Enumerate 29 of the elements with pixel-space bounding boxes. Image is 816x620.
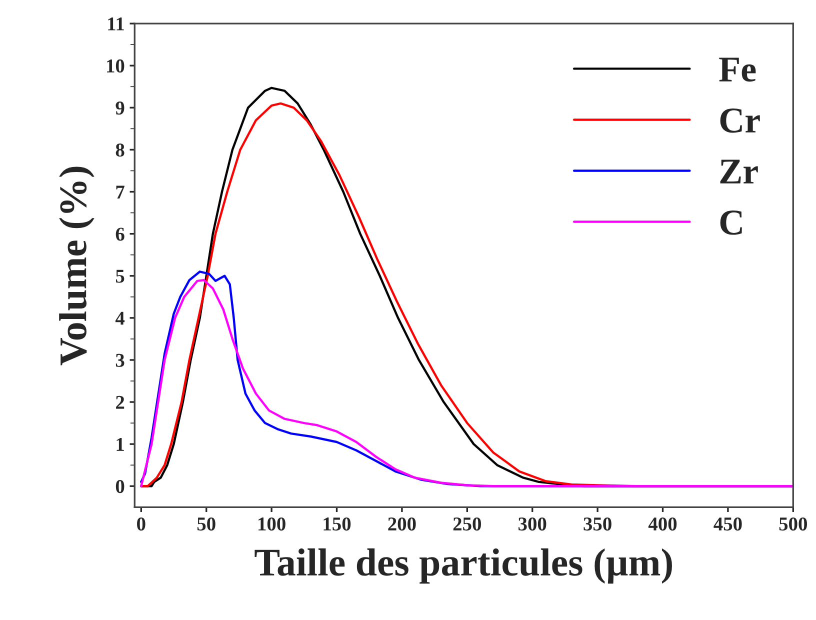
x-axis-title: Taille des particules (µm) [254, 548, 672, 584]
y-tick-label: 6 [116, 228, 124, 241]
x-tick-label: 350 [584, 517, 612, 531]
y-tick-label: 11 [108, 17, 124, 30]
x-tick-label: 200 [388, 517, 416, 531]
y-tick-label: 0 [116, 480, 124, 494]
y-axis-title: Volume (%) [59, 166, 94, 366]
x-tick-label: 100 [258, 517, 286, 531]
legend-label: Fe [719, 58, 756, 82]
x-tick-label: 0 [137, 517, 146, 531]
y-tick-label: 1 [116, 438, 124, 451]
x-tick-label: 400 [648, 517, 677, 531]
y-tick-label: 8 [116, 144, 124, 157]
legend-label: Cr [720, 108, 760, 133]
x-tick-label: 500 [779, 517, 807, 531]
y-tick-label: 9 [116, 102, 124, 115]
y-tick-label: 7 [116, 186, 124, 199]
x-tick-label: 300 [518, 517, 546, 531]
legend-label: C [720, 210, 742, 235]
x-tick-label: 250 [453, 517, 481, 531]
x-tick-label: 50 [197, 517, 216, 531]
y-tick-label: 3 [116, 354, 124, 367]
legend-label: Zr [720, 160, 758, 184]
y-tick-label: 5 [116, 270, 124, 283]
x-tick-label: 150 [324, 517, 351, 531]
y-tick-label: 10 [107, 59, 124, 73]
x-tick-label: 450 [714, 517, 742, 531]
y-tick-label: 4 [115, 312, 125, 325]
y-tick-label: 2 [116, 396, 124, 409]
